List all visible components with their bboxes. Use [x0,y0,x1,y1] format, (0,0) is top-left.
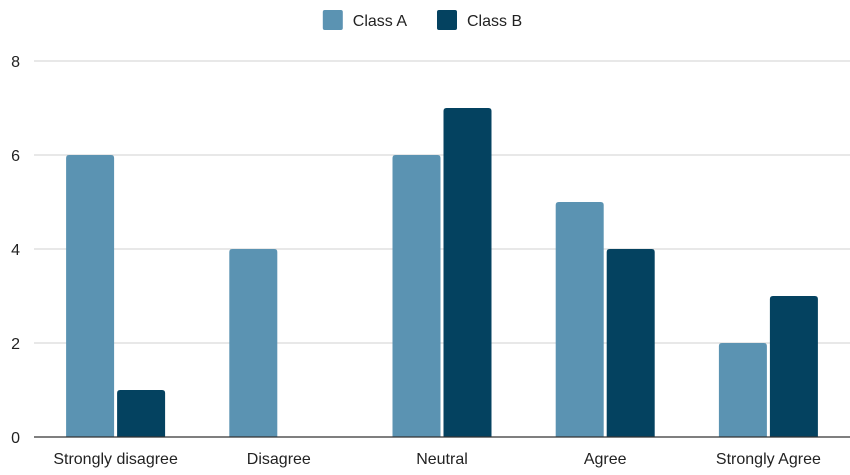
x-tick-label: Strongly Agree [716,451,821,468]
legend-label: Class A [353,13,408,30]
bar-class-a [392,155,441,437]
legend: Class A Class B [322,10,522,30]
x-tick-label: Disagree [247,451,311,468]
bar-class-b [117,390,166,437]
legend-label: Class B [467,13,522,30]
y-tick-label: 4 [11,242,20,259]
y-axis: 0 2 4 6 8 [11,54,20,447]
bar-class-a [229,249,278,437]
bar-class-a [555,202,604,437]
x-tick-label: Agree [584,451,627,468]
x-tick-label: Strongly disagree [53,451,178,468]
y-tick-label: 6 [11,148,20,165]
x-axis: Strongly disagree Disagree Neutral Agree Str… [34,436,850,468]
bars [66,108,818,437]
bar-class-a [718,343,767,437]
legend-swatch [437,10,457,30]
bar-class-b [443,108,492,437]
legend-swatch [322,10,343,30]
x-tick-label: Neutral [416,451,468,468]
gridlines [34,60,850,344]
bar-class-b [769,296,818,437]
y-tick-label: 0 [11,430,20,447]
y-tick-label: 8 [11,54,20,71]
bar-class-a [66,155,115,437]
bar-class-b [606,249,655,437]
y-tick-label: 2 [11,336,20,353]
